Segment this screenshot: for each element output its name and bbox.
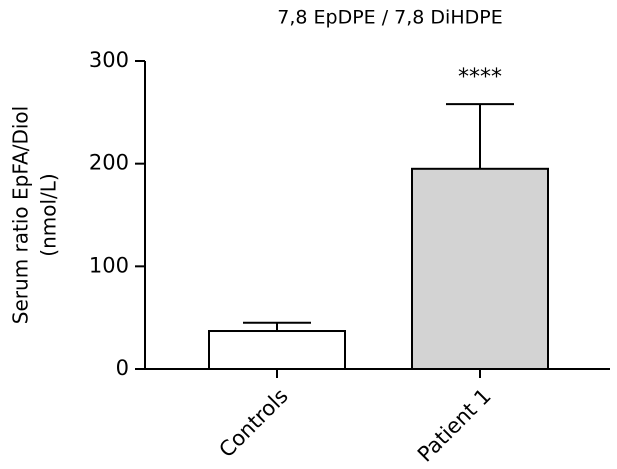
x-tick-label: Patient 1 [413, 384, 496, 467]
bar [411, 167, 549, 370]
chart-title: 7,8 EpDPE / 7,8 DiHDPE [277, 7, 502, 29]
y-tick-label: 200 [89, 151, 129, 175]
y-tick-label: 100 [89, 253, 129, 277]
y-tick-label: 0 [116, 356, 129, 380]
y-tick-label: 300 [89, 48, 129, 72]
significance-label: **** [458, 65, 502, 90]
bar [208, 330, 346, 371]
y-axis-label: Serum ratio EpFA/Diol [9, 106, 33, 324]
x-tick-label: Controls [214, 384, 292, 462]
y-axis-label: (nmol/L) [37, 173, 61, 256]
